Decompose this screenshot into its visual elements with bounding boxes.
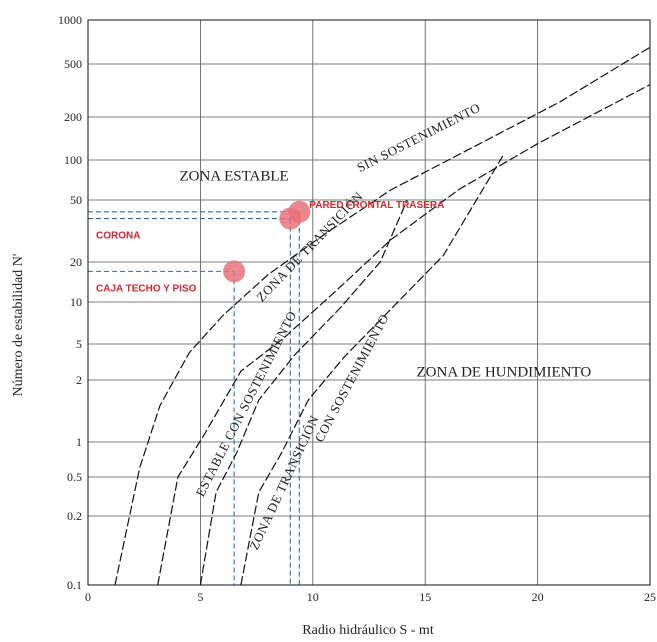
x-tick-label: 25 xyxy=(644,590,656,604)
zone-label-estable: ZONA ESTABLE xyxy=(180,169,289,185)
point-label-pared: PARED FRONTAL TRASERA xyxy=(309,200,444,211)
y-tick-label: 500 xyxy=(64,57,82,71)
point-label-caja: CAJA TECHO Y PISO xyxy=(96,283,197,294)
curve-label-0: SIN SOSTENIMIENTO xyxy=(354,100,482,175)
boundary-curve-c2 xyxy=(157,84,651,586)
boundary-curve-c4 xyxy=(240,153,505,586)
data-points: CORONA PARED FRONTAL TRASERA CAJA TECHO Y … xyxy=(96,200,444,295)
boundary-curve-c1 xyxy=(114,46,651,586)
point-label-corona: CORONA xyxy=(96,231,140,242)
y-tick-label: 0.1 xyxy=(67,578,82,592)
y-tick-label: 10 xyxy=(70,295,82,309)
y-tick-label: 5 xyxy=(76,337,82,351)
y-tick-label: 1 xyxy=(76,435,82,449)
x-tick-label: 20 xyxy=(532,590,544,604)
point-marker-pared xyxy=(288,200,311,223)
y-axis-title: Número de estabilidad N' xyxy=(11,254,26,397)
grid xyxy=(87,19,651,586)
x-tick-label: 5 xyxy=(197,590,203,604)
point-marker-caja xyxy=(223,260,246,283)
zone-labels: ZONA ESTABLE ZONA DE HUNDIMIENTO xyxy=(180,169,592,381)
curve-label-3: ZONA DE TRANSICIÓN xyxy=(246,413,322,552)
projection-guides xyxy=(88,211,300,585)
y-tick-label: 2 xyxy=(76,373,82,387)
y-tick-label: 50 xyxy=(70,193,82,207)
zone-label-hundimiento: ZONA DE HUNDIMIENTO xyxy=(417,364,592,380)
x-axis-title: Radio hidráulico S - mt xyxy=(302,623,434,638)
y-tick-label: 200 xyxy=(64,110,82,124)
boundary-curves xyxy=(114,46,651,586)
x-tick-label: 15 xyxy=(419,590,431,604)
y-tick-label: 20 xyxy=(70,255,82,269)
x-tick-label: 10 xyxy=(307,590,319,604)
y-tick-label: 100 xyxy=(64,153,82,167)
y-tick-label: 0.2 xyxy=(67,509,82,523)
y-tick-label: 0.5 xyxy=(67,470,82,484)
y-tick-label: 1000 xyxy=(58,13,82,27)
plot-frame xyxy=(87,19,651,586)
tick-labels: 0 5 10 15 20 250.10.20.5125102050100200500100… xyxy=(58,13,656,604)
curve-label-4: CON SOSTENIMIENTO xyxy=(311,311,391,444)
x-tick-label: 0 xyxy=(85,590,91,604)
boundary-curve-c3 xyxy=(199,199,408,586)
